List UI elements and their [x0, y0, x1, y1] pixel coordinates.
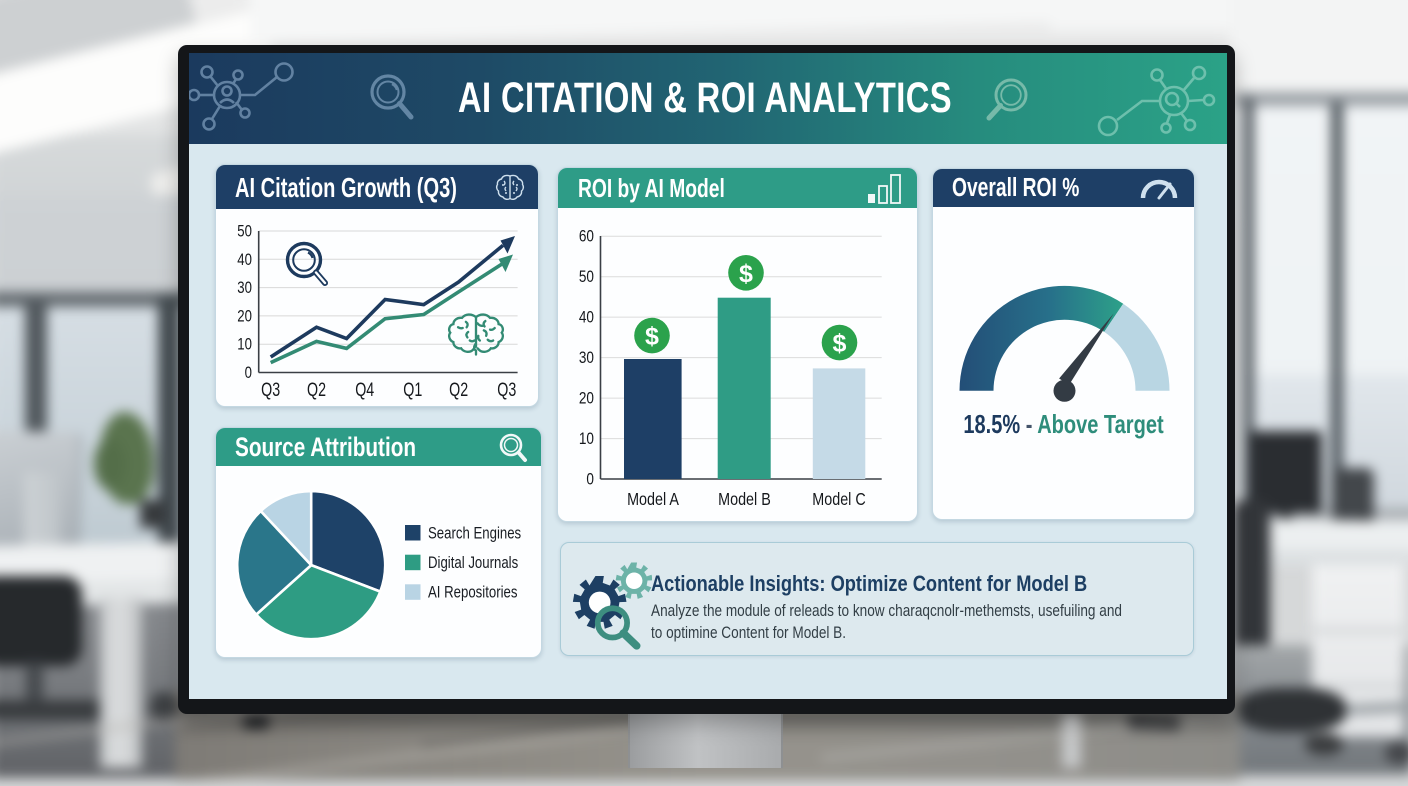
- svg-text:Search Engines: Search Engines: [428, 524, 521, 543]
- svg-text:Q4: Q4: [355, 379, 374, 400]
- svg-text:60: 60: [579, 227, 594, 246]
- svg-text:40: 40: [237, 250, 252, 269]
- svg-text:10: 10: [237, 335, 252, 354]
- svg-text:$: $: [645, 323, 659, 351]
- svg-text:AI Repositories: AI Repositories: [428, 583, 517, 602]
- svg-text:Q2: Q2: [449, 379, 468, 400]
- svg-text:30: 30: [579, 349, 594, 368]
- svg-text:20: 20: [579, 389, 594, 408]
- svg-text:Model C: Model C: [812, 491, 865, 510]
- svg-text:$: $: [833, 330, 847, 358]
- svg-text:Model A: Model A: [627, 491, 679, 510]
- svg-text:Q3: Q3: [261, 379, 280, 400]
- svg-text:Q2: Q2: [307, 379, 326, 400]
- svg-text:50: 50: [237, 222, 252, 241]
- svg-text:Q3: Q3: [497, 379, 516, 400]
- svg-text:50: 50: [579, 268, 594, 287]
- svg-text:$: $: [739, 260, 753, 288]
- svg-text:0: 0: [245, 364, 252, 383]
- svg-text:0: 0: [586, 470, 594, 489]
- svg-text:40: 40: [579, 308, 594, 327]
- svg-text:Digital Journals: Digital Journals: [428, 554, 518, 573]
- svg-text:30: 30: [237, 279, 252, 298]
- svg-text:20: 20: [237, 307, 252, 326]
- svg-text:Q1: Q1: [403, 379, 422, 400]
- svg-text:10: 10: [579, 430, 594, 449]
- svg-text:Model B: Model B: [718, 491, 771, 510]
